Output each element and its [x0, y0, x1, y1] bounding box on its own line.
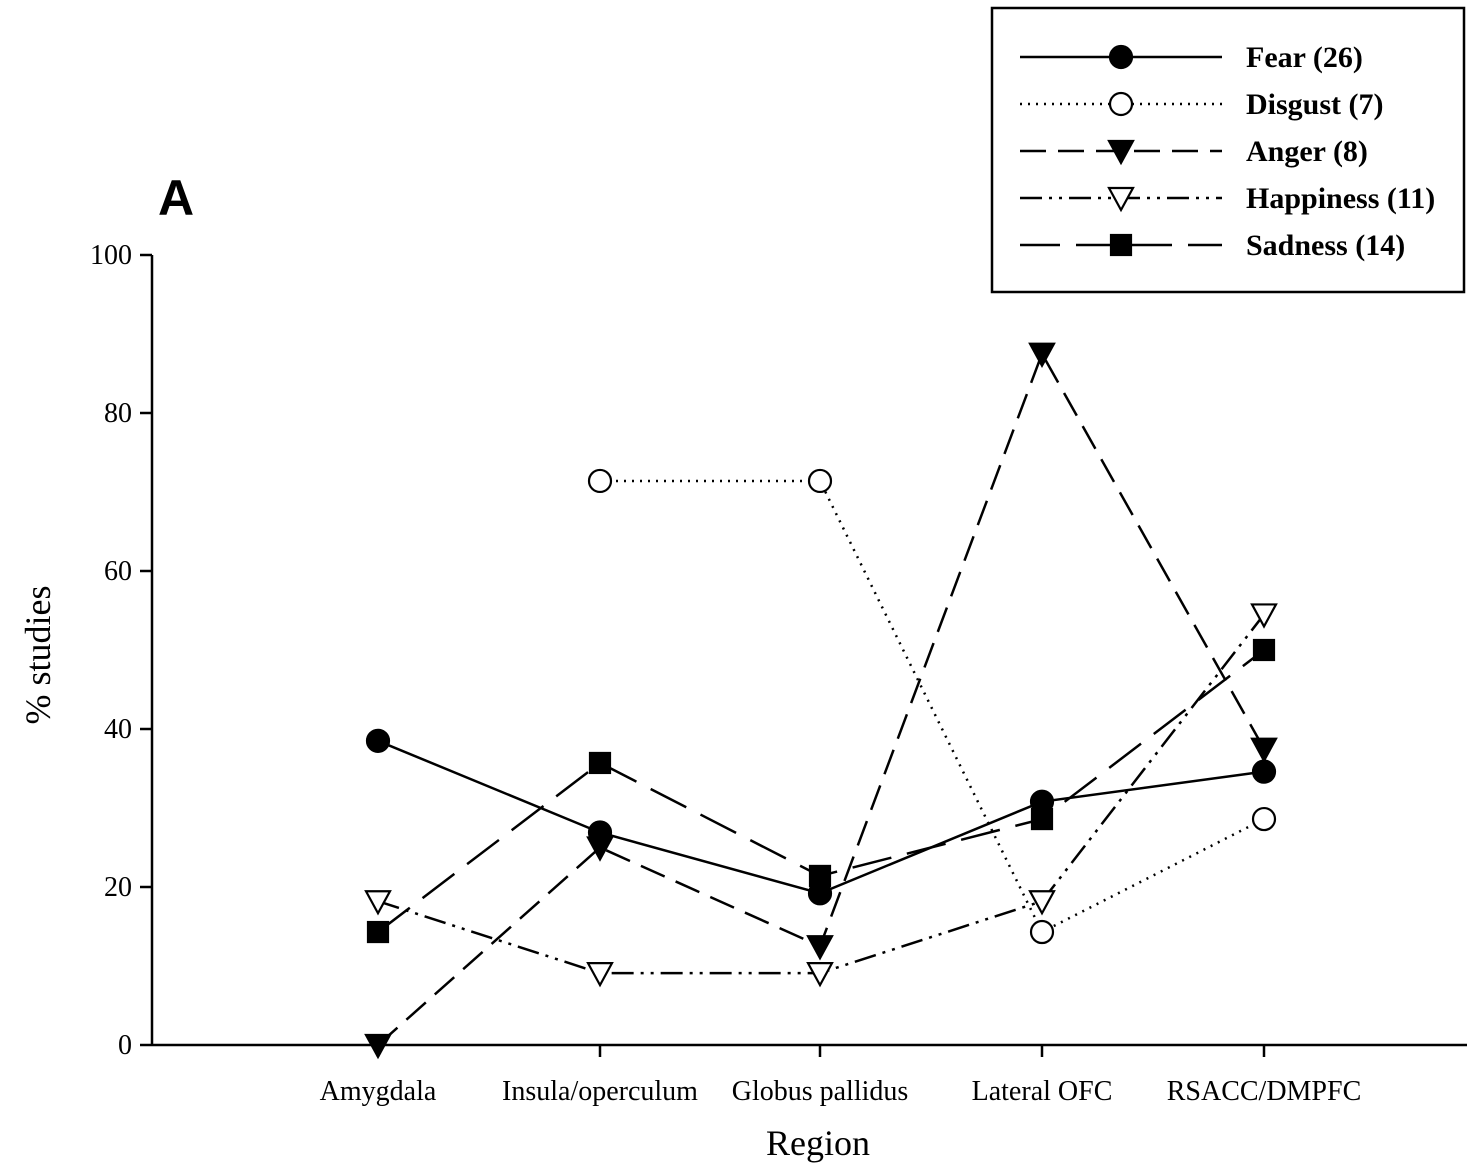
legend-label: Sadness (14)	[1246, 229, 1405, 262]
marker-open-circle	[587, 468, 613, 494]
marker-open-circle	[807, 468, 833, 494]
marker-filled-square	[366, 920, 390, 944]
x-axis-title: Region	[766, 1123, 870, 1163]
marker-filled-triangle	[1107, 139, 1135, 166]
legend-label: Fear (26)	[1246, 41, 1363, 74]
marker-open-circle	[1029, 919, 1055, 945]
x-tick-label: Insula/operculum	[502, 1076, 698, 1107]
y-tick-label: 100	[90, 240, 132, 271]
series-line	[377, 613, 1265, 975]
marker-filled-square	[808, 864, 832, 888]
marker-filled-square	[1252, 638, 1276, 662]
marker-filled-square	[1030, 807, 1054, 831]
marker-open-triangle	[364, 890, 392, 916]
marker-open-triangle	[586, 962, 614, 988]
legend-label: Anger (8)	[1246, 135, 1368, 168]
x-tick-label: Amygdala	[320, 1076, 437, 1107]
series-happiness	[364, 603, 1278, 988]
marker-filled-circle	[365, 728, 391, 753]
x-tick-label: Globus pallidus	[732, 1076, 909, 1107]
series-sadness	[366, 638, 1276, 944]
y-axis-title: % studies	[18, 586, 58, 725]
marker-filled-circle	[1251, 759, 1277, 784]
series-layer	[364, 342, 1278, 1060]
series-line	[600, 479, 1265, 934]
marker-filled-triangle	[1250, 737, 1278, 764]
panel-label: A	[158, 170, 194, 226]
marker-open-circle	[1108, 91, 1134, 117]
y-tick-label: 40	[104, 714, 132, 745]
legend-label: Happiness (11)	[1246, 182, 1435, 215]
marker-filled-square	[1109, 233, 1133, 257]
y-tick-label: 20	[104, 872, 132, 903]
marker-filled-triangle	[364, 1033, 392, 1060]
marker-open-triangle	[1028, 890, 1056, 916]
marker-filled-circle	[1108, 44, 1134, 70]
x-tick-label: RSACC/DMPFC	[1167, 1076, 1362, 1107]
y-tick-label: 60	[104, 556, 132, 587]
legend: Fear (26) Disgust (7) Anger (8) Happiness (…	[990, 6, 1466, 294]
marker-filled-square	[588, 751, 612, 775]
x-tick-label: Lateral OFC	[972, 1076, 1113, 1107]
y-tick-label: 80	[104, 398, 132, 429]
y-tick-label: 0	[118, 1030, 132, 1061]
marker-open-triangle	[1250, 603, 1278, 629]
axes: 0 20 40 60 80 100 Amygdala Insula/operculum Glob…	[90, 240, 1467, 1107]
marker-open-triangle	[806, 962, 834, 988]
marker-filled-triangle	[586, 836, 614, 862]
series-anger	[364, 342, 1278, 1060]
marker-filled-triangle	[806, 935, 834, 961]
marker-open-triangle	[1107, 186, 1135, 213]
series-disgust	[587, 468, 1277, 945]
marker-open-circle	[1251, 806, 1277, 832]
marker-filled-triangle	[1028, 342, 1056, 369]
legend-label: Disgust (7)	[1246, 88, 1384, 121]
